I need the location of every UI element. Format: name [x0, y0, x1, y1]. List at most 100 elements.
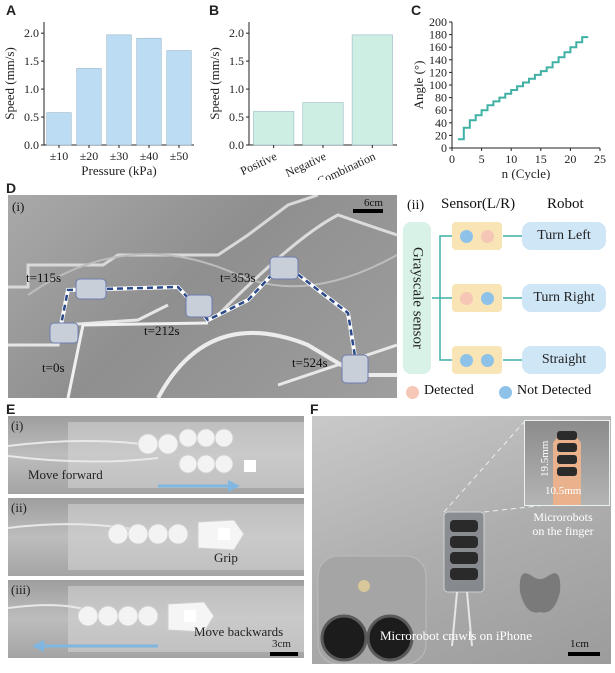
sub-label-e-ii: (ii)	[11, 500, 27, 515]
series-line	[457, 36, 589, 141]
panel-label-b: B	[209, 2, 220, 18]
finger-inset-drawing	[553, 431, 581, 505]
iphone-drawing	[317, 421, 609, 664]
finger-caption-1: Microrobots	[533, 510, 593, 524]
y-tick-label: 0.0	[24, 138, 39, 152]
strip-e-i: (i) Move forward	[8, 416, 304, 494]
x-tick-label: ±10	[50, 149, 69, 163]
legend-not-detected-dot	[499, 386, 512, 399]
caption-move-forward: Move forward	[28, 467, 103, 482]
y-tick-label: 2.0	[229, 26, 244, 40]
grayscale-sensor-label: Grayscale sensor	[409, 246, 426, 350]
y-tick-label: 180	[429, 28, 447, 42]
x-tick-label: 20	[564, 152, 576, 166]
x-tick-label: 10	[505, 152, 517, 166]
time-label-212: t=212s	[144, 323, 180, 338]
y-tick-label: 0.0	[229, 138, 244, 152]
sensor-pair-turn-left	[452, 222, 502, 250]
bar	[351, 34, 393, 146]
chart-a: 0.0 0.5 1.0 1.5 2.0 ±10 ±20 ±30 ±40 ±50 Pressure (…	[2, 22, 194, 178]
action-straight: Straight	[522, 346, 606, 374]
sub-label-d-ii: (ii)	[407, 198, 425, 213]
legend-detected-dot	[406, 386, 419, 399]
legend-detected-label: Detected	[424, 383, 474, 398]
action-turn-left: Turn Left	[522, 222, 606, 250]
dimension-height: 19.5mm	[539, 440, 551, 477]
time-label-0: t=0s	[42, 360, 65, 375]
scale-label-e: 3cm	[272, 638, 291, 650]
action-turn-right: Turn Right	[522, 284, 606, 312]
bar	[106, 34, 132, 146]
sensor-right-detected	[481, 229, 494, 243]
bar	[253, 111, 295, 146]
sensor-pair-turn-right	[452, 284, 502, 312]
scale-label-f: 1cm	[570, 638, 589, 650]
y-tick-label: 2.0	[24, 26, 39, 40]
finger-inset: 19.5mm 10.5mm	[524, 420, 610, 506]
panel-label-f: F	[310, 401, 319, 417]
bar	[302, 102, 344, 146]
sub-label-e-iii: (iii)	[11, 582, 31, 597]
maze-photo: (i) 6cm t=0s t=115s t=212s t=353s t=524s	[8, 195, 397, 398]
iphone-photo: 19.5mm 10.5mm Microrobots on the finger …	[312, 416, 611, 664]
y-axis-label: Speed (mm/s)	[207, 47, 222, 120]
y-axis-label: Speed (mm/s)	[2, 47, 17, 120]
x-tick-label: 5	[479, 152, 485, 166]
sub-label-e-i: (i)	[11, 418, 24, 433]
caption-grip: Grip	[214, 550, 238, 565]
x-axis-label: Pressure (kPa)	[81, 163, 156, 178]
bar	[166, 50, 192, 146]
y-tick-label: 0.5	[24, 110, 39, 124]
scale-label-d: 6cm	[364, 197, 383, 209]
finger-caption-2: on the finger	[532, 524, 594, 538]
y-tick-label: 140	[429, 53, 447, 67]
x-tick-label: ±50	[170, 149, 189, 163]
y-tick-label: 100	[429, 78, 447, 92]
x-tick-label: ±20	[80, 149, 99, 163]
strip-e-iii-drawing	[8, 586, 304, 656]
maze-track-drawing	[8, 195, 397, 398]
bar	[136, 37, 162, 146]
grayscale-sensor-box: Grayscale sensor	[403, 222, 431, 374]
bar	[46, 112, 72, 146]
sensor-left-not-detected	[460, 229, 473, 243]
y-tick-label: 120	[429, 65, 447, 79]
x-tick-label: ±40	[140, 149, 159, 163]
sensor-left-not-detected	[460, 353, 473, 367]
y-tick-label: 1.5	[229, 54, 244, 68]
strip-e-ii-drawing	[8, 504, 304, 570]
sensor-pair-straight	[452, 346, 502, 374]
y-tick-label: 1.5	[24, 54, 39, 68]
time-label-353: t=353s	[220, 270, 256, 285]
panel-label-d: D	[6, 180, 17, 196]
y-tick-label: 160	[429, 40, 447, 54]
strip-e-iii: (iii) Move backwards 3cm	[8, 580, 304, 658]
y-tick-label: 0	[441, 141, 447, 155]
y-tick-label: 60	[435, 103, 447, 117]
y-tick-label: 20	[435, 128, 447, 142]
time-label-524: t=524s	[292, 355, 328, 370]
sensor-left-detected	[460, 291, 473, 305]
x-tick-label: 15	[535, 152, 547, 166]
robot-header: Robot	[547, 196, 584, 212]
dimension-width: 10.5mm	[545, 485, 582, 497]
caption-move-backwards: Move backwards	[194, 624, 284, 639]
sensor-right-not-detected	[481, 353, 494, 367]
legend-not-detected-label: Not Detected	[517, 383, 592, 398]
bar	[76, 68, 102, 146]
y-tick-label: 0.5	[229, 110, 244, 124]
y-tick-label: 80	[435, 91, 447, 105]
time-label-115: t=115s	[26, 270, 62, 285]
panel-label-c: C	[411, 2, 422, 18]
x-tick-label: Positive	[238, 149, 279, 178]
sensor-right-not-detected	[481, 291, 494, 305]
x-tick-label: ±30	[110, 149, 129, 163]
sensor-connectors	[432, 235, 522, 361]
x-tick-label: 0	[449, 152, 455, 166]
panel-label-e: E	[6, 401, 16, 417]
x-axis-label: n (Cycle)	[502, 166, 551, 180]
y-axis-label: Angle (°)	[411, 61, 426, 110]
y-tick-label: 1.0	[229, 82, 244, 96]
